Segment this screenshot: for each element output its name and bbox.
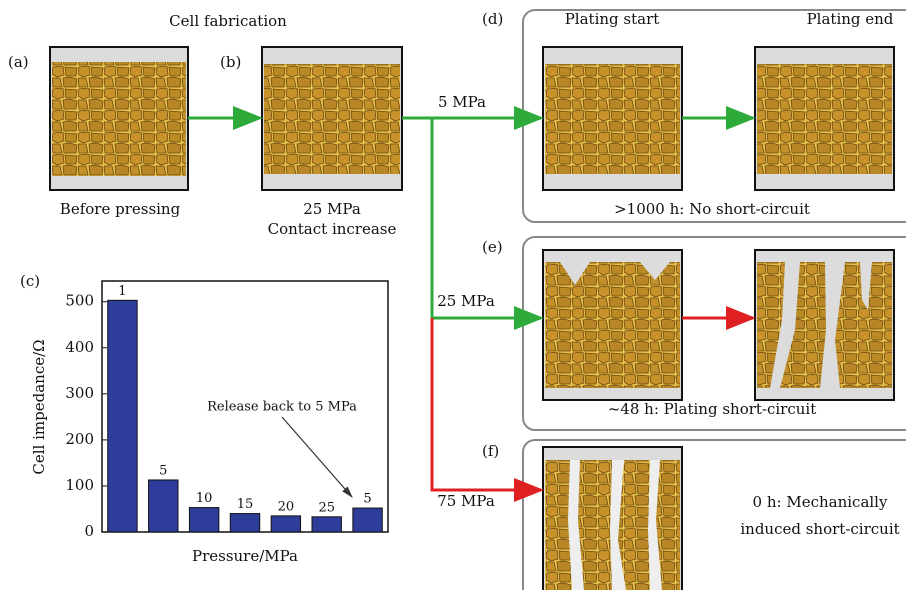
bar [230,514,259,532]
bar-category-label: 15 [237,497,254,512]
caption: Before pressing [60,200,181,218]
bar [271,516,300,532]
y-tick-label: 500 [65,292,94,310]
bar-category-label: 25 [318,500,335,515]
annotation-arrow [282,417,352,497]
outcome: induced short-circuit [740,520,899,538]
branch-label: 25 MPa [437,292,495,310]
cell [50,47,188,190]
column-header: Plating start [565,10,660,28]
bar [312,517,341,532]
y-tick-label: 400 [65,338,94,356]
outcome: >1000 h: No short-circuit [614,200,810,218]
branch-label: 5 MPa [438,93,486,111]
panel-label: (e) [482,238,503,256]
y-tick-label: 200 [65,430,94,448]
x-axis-label: Pressure/MPa [192,547,298,565]
panel-label: (d) [482,10,503,28]
bar [149,480,178,532]
panel-label: (a) [8,53,29,71]
bar-category-label: 5 [363,492,371,507]
column-header: Plating end [807,10,894,28]
branch-label: 75 MPa [437,492,495,510]
bar [189,508,218,532]
y-tick-label: 100 [65,476,94,494]
cell [543,447,682,590]
bar-category-label: 10 [196,491,213,506]
cell [543,250,682,400]
bar-category-label: 20 [278,499,295,514]
annotation: Release back to 5 MPa [207,400,357,415]
cell [262,47,402,190]
bar-category-label: 5 [159,463,167,478]
arrow [432,318,541,490]
y-tick-label: 0 [84,522,94,540]
cell [755,47,894,190]
cell [755,250,894,400]
bar [353,508,382,532]
caption: 25 MPa [303,200,361,218]
outcome: 0 h: Mechanically [753,493,888,511]
outcome: ~48 h: Plating short-circuit [608,400,817,418]
panel-label: (b) [220,53,241,71]
header: Cell fabrication [169,12,287,30]
y-axis-label: Cell impedance/Ω [30,339,48,474]
panel-label: (c) [20,272,40,290]
figure: Cell fabrication (a) (b) (c) (d) (e) (f)… [0,0,906,590]
bar-chart: Pressure/MPa Cell impedance/Ω Release ba… [30,281,388,565]
y-tick-label: 300 [65,384,94,402]
caption: Contact increase [268,220,397,238]
cell [543,47,682,190]
bar [108,300,137,532]
bar-category-label: 1 [118,284,126,299]
panel-label: (f) [482,442,499,460]
